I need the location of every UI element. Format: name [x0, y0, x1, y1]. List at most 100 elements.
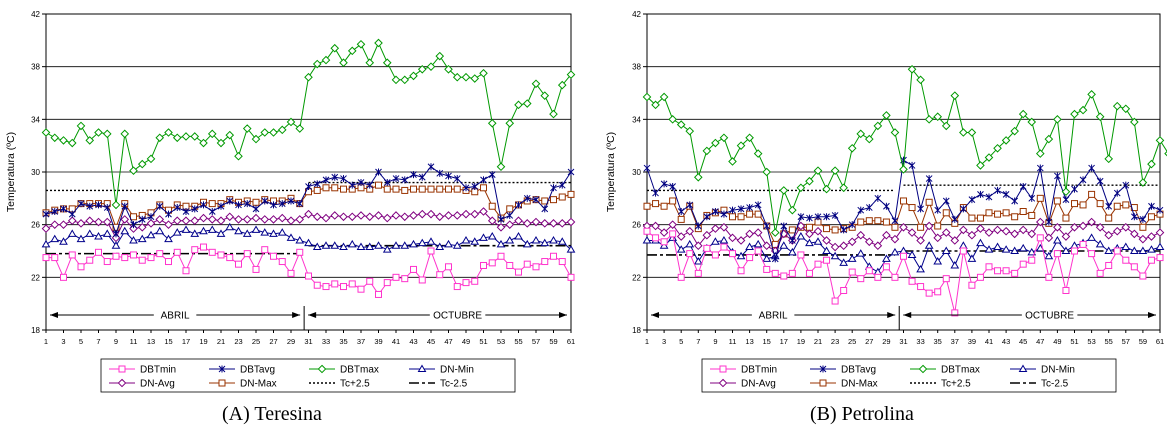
data-point — [1122, 181, 1130, 189]
data-point — [1096, 200, 1104, 208]
data-point — [942, 275, 950, 283]
data-point — [677, 273, 685, 281]
data-point — [951, 215, 959, 223]
data-point — [374, 38, 383, 48]
series-dn-max — [643, 190, 1164, 248]
data-point — [445, 185, 452, 193]
legend-label: DN-Avg — [140, 379, 175, 390]
data-point — [1078, 221, 1088, 231]
data-point — [1138, 178, 1148, 187]
period-label-bg — [751, 308, 795, 322]
data-point — [840, 287, 848, 294]
data-point — [111, 200, 121, 210]
data-point — [1088, 190, 1096, 198]
data-point — [200, 201, 207, 209]
data-point — [59, 237, 68, 245]
y-tick-label: 42 — [632, 10, 641, 19]
data-point — [1001, 245, 1011, 253]
data-point — [331, 184, 339, 192]
x-tick-label: 1 — [645, 337, 649, 346]
data-point — [347, 239, 357, 248]
data-point — [488, 259, 496, 267]
data-point — [1147, 159, 1156, 169]
data-point — [331, 173, 339, 181]
data-point — [50, 220, 60, 229]
data-point — [330, 241, 340, 249]
data-point — [252, 198, 260, 206]
data-point — [805, 229, 814, 239]
data-point — [68, 210, 76, 218]
legend-marker — [819, 379, 827, 387]
x-tick-label: 5 — [79, 337, 83, 346]
x-tick-label: 49 — [462, 337, 470, 346]
data-point — [1138, 234, 1148, 244]
data-point — [400, 212, 410, 222]
data-point — [899, 222, 908, 232]
data-point — [813, 226, 823, 236]
data-point — [643, 227, 651, 235]
data-point — [830, 242, 840, 252]
data-point — [1147, 245, 1156, 253]
data-point — [719, 235, 729, 244]
data-point — [383, 179, 391, 187]
data-point — [531, 217, 541, 227]
data-point — [1147, 213, 1155, 221]
x-tick-label: 61 — [1156, 337, 1164, 346]
data-point — [934, 222, 942, 230]
y-tick-label: 18 — [31, 326, 40, 335]
data-point — [339, 242, 348, 251]
data-point — [277, 213, 287, 223]
data-point — [686, 250, 694, 258]
data-point — [891, 217, 899, 225]
data-point — [199, 226, 208, 235]
data-point — [207, 215, 217, 224]
data-point — [1061, 232, 1071, 241]
data-point — [304, 72, 313, 82]
data-point — [839, 183, 848, 193]
series-tc-2-5 — [647, 184, 1160, 192]
x-tick-label: 23 — [831, 337, 839, 346]
data-point — [226, 254, 234, 262]
data-point — [779, 241, 789, 249]
data-point — [452, 211, 462, 220]
legend-item-tc-2-5: Tc+2.5 — [309, 379, 370, 390]
data-point — [452, 72, 462, 82]
data-point — [365, 242, 375, 251]
data-point — [959, 128, 968, 137]
data-point — [831, 226, 839, 234]
data-point — [566, 217, 576, 227]
data-point — [1112, 226, 1122, 236]
data-point — [216, 138, 226, 148]
data-point — [1096, 269, 1104, 277]
data-point — [660, 238, 668, 246]
data-point — [1147, 232, 1156, 241]
data-point — [357, 285, 365, 293]
data-point — [823, 256, 831, 264]
data-point — [138, 215, 146, 223]
data-point — [190, 229, 200, 237]
data-point — [243, 250, 251, 258]
data-point — [736, 236, 746, 245]
data-point — [1070, 109, 1079, 119]
data-point — [557, 237, 567, 245]
data-point — [788, 236, 796, 244]
data-point — [882, 218, 890, 226]
data-point — [252, 205, 260, 213]
legend-label: DBTmin — [140, 365, 176, 376]
legend-marker — [317, 364, 327, 374]
data-point — [1044, 134, 1054, 144]
data-point — [418, 185, 426, 193]
data-point — [753, 149, 763, 158]
x-tick-label: 25 — [252, 337, 260, 346]
data-point — [558, 181, 566, 189]
data-point — [532, 196, 540, 204]
data-point — [925, 198, 933, 206]
data-point — [549, 235, 558, 244]
data-point — [85, 229, 95, 237]
data-point — [1027, 247, 1037, 256]
data-point — [941, 121, 951, 131]
series-dbtavg — [42, 163, 575, 238]
data-point — [848, 221, 856, 229]
legend-label: DN-Min — [440, 365, 474, 376]
data-point — [286, 216, 296, 226]
